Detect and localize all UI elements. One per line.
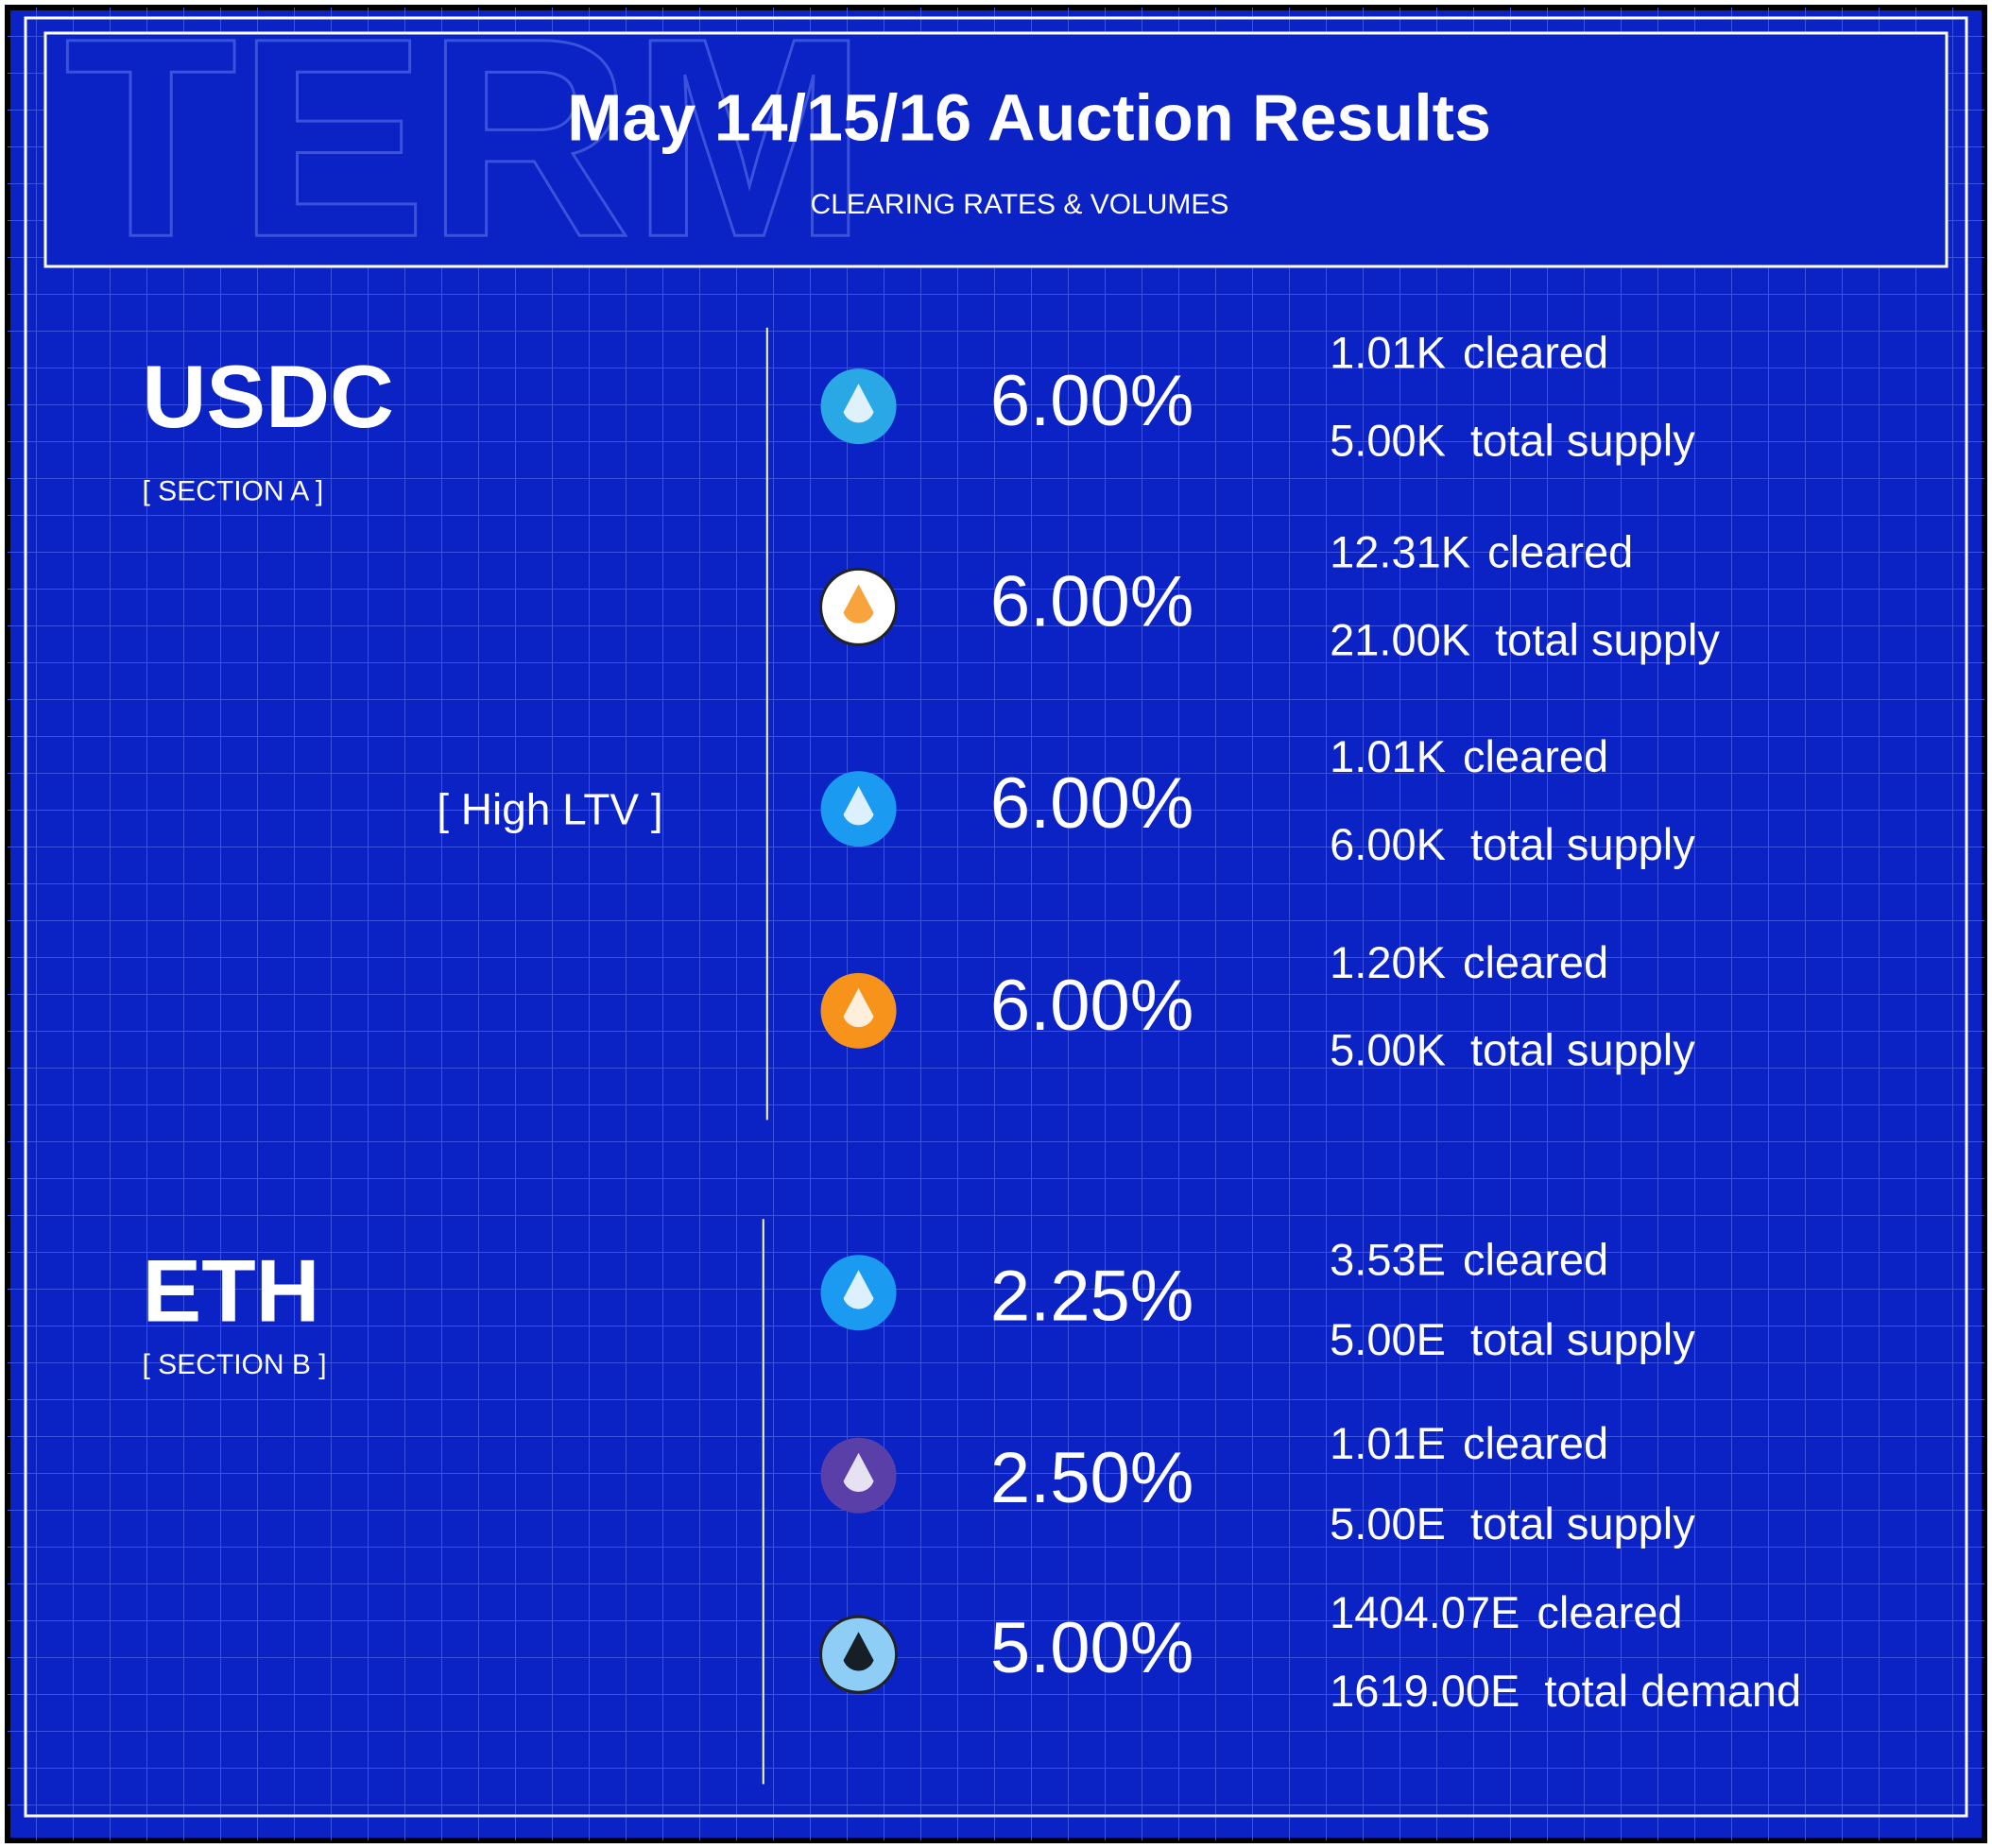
token-glyph (843, 1452, 874, 1492)
clearing-rate: 6.00% (990, 763, 1194, 844)
cleared-value: 1.20K (1330, 937, 1446, 987)
cleared-value: 12.31K (1330, 527, 1470, 577)
cleared-value: 1.01K (1330, 328, 1446, 378)
cleared-label: cleared (1487, 527, 1633, 577)
cleared-line: 1.01K cleared (1330, 328, 1608, 378)
total-label: total supply (1470, 1314, 1695, 1364)
total-label: total demand (1544, 1667, 1801, 1717)
clearing-rate: 6.00% (990, 562, 1194, 642)
cleared-label: cleared (1537, 1587, 1682, 1637)
cleared-label: cleared (1463, 1419, 1608, 1469)
section-note: [ High LTV ] (437, 784, 662, 833)
cleared-label: cleared (1463, 937, 1608, 987)
clearing-rate: 2.25% (990, 1257, 1194, 1337)
clearing-rate: 2.50% (990, 1438, 1194, 1518)
section-name: ETH (143, 1241, 320, 1340)
total-value: 5.00E (1330, 1498, 1446, 1549)
total-value: 5.00E (1330, 1314, 1446, 1364)
cleared-line: 12.31K cleared (1330, 527, 1633, 577)
cleared-line: 3.53E cleared (1330, 1235, 1608, 1285)
total-line: 5.00E total supply (1330, 1314, 1695, 1364)
total-line: 5.00E total supply (1330, 1498, 1695, 1549)
clearing-rate: 5.00% (990, 1608, 1194, 1688)
cleared-value: 1.01K (1330, 731, 1446, 781)
total-line: 5.00K total supply (1330, 416, 1695, 466)
total-line: 1619.00E total demand (1330, 1667, 1801, 1717)
total-label: total supply (1470, 1498, 1695, 1549)
subtitle: CLEARING RATES & VOLUMES (811, 189, 1229, 220)
clearing-rate: 6.00% (990, 361, 1194, 441)
total-value: 5.00K (1330, 1025, 1446, 1075)
header-box (43, 31, 1949, 268)
total-label: total supply (1470, 416, 1695, 466)
title: May 14/15/16 Auction Results (567, 80, 1491, 154)
total-line: 21.00K total supply (1330, 615, 1720, 665)
cleared-line: 1.01E cleared (1330, 1419, 1608, 1469)
cleared-value: 1.01E (1330, 1419, 1446, 1469)
total-label: total supply (1470, 1025, 1695, 1075)
total-value: 1619.00E (1330, 1667, 1520, 1717)
total-value: 6.00K (1330, 819, 1446, 869)
total-value: 21.00K (1330, 615, 1470, 665)
total-label: total supply (1470, 819, 1695, 869)
cleared-label: cleared (1463, 328, 1608, 378)
token-glyph (843, 384, 874, 423)
grid (8, 8, 1984, 1840)
cleared-value: 1404.07E (1330, 1587, 1520, 1637)
cleared-value: 3.53E (1330, 1235, 1446, 1285)
token-glyph (843, 584, 874, 624)
section-name: USDC (143, 347, 394, 446)
token-glyph (843, 987, 874, 1028)
total-line: 5.00K total supply (1330, 1025, 1695, 1075)
inner-frame (24, 16, 1968, 1818)
token-glyph (843, 1270, 874, 1309)
token-glyph (843, 786, 874, 826)
token-glyph (843, 1632, 874, 1671)
total-line: 6.00K total supply (1330, 819, 1695, 869)
section-label: [ SECTION A ] (143, 475, 324, 506)
cleared-line: 1404.07E cleared (1330, 1587, 1682, 1637)
section-label: [ SECTION B ] (143, 1349, 327, 1380)
total-value: 5.00K (1330, 416, 1446, 466)
content: USDC [ SECTION A ] [ High LTV ] 6.00% 1.01K c… (143, 327, 1801, 1785)
cleared-line: 1.01K cleared (1330, 731, 1608, 781)
watermark: TERM (64, 0, 867, 296)
total-label: total supply (1495, 615, 1720, 665)
cleared-line: 1.20K cleared (1330, 937, 1608, 987)
clearing-rate: 6.00% (990, 966, 1194, 1046)
cleared-label: cleared (1463, 1235, 1608, 1285)
cleared-label: cleared (1463, 731, 1608, 781)
